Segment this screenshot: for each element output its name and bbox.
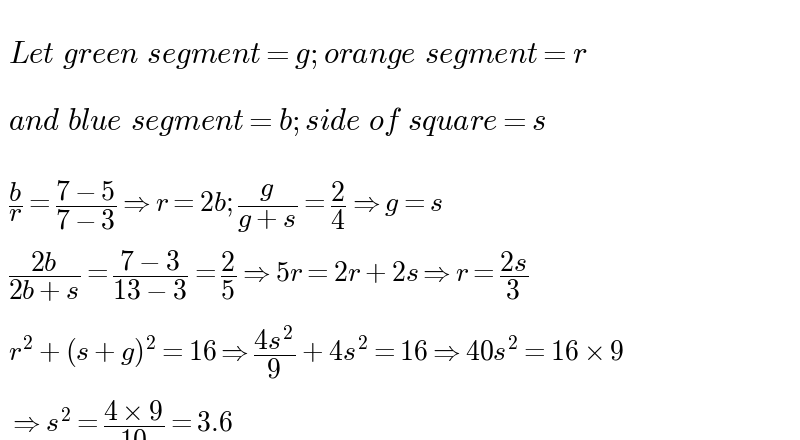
Text: $\dfrac{b}{r}=\dfrac{7-5}{7-3}\Rightarrow r=2b;\dfrac{g}{g+s}=\dfrac{2}{4}\Right: $\dfrac{b}{r}=\dfrac{7-5}{7-3}\Rightarro…	[8, 178, 443, 235]
Text: $\it{Let\ green\ segment{=}g;orange\ segment{=}r}$: $\it{Let\ green\ segment{=}g;orange\ seg…	[8, 40, 587, 71]
Text: $r^2+(s+g)^2=16\Rightarrow\dfrac{4s^2}{9}+4s^2=16\Rightarrow 40s^2=16\times 9$: $r^2+(s+g)^2=16\Rightarrow\dfrac{4s^2}{9…	[8, 323, 624, 381]
Text: $\it{and\ blue\ segment{=}b;side\ of\ square{=}s}$: $\it{and\ blue\ segment{=}b;side\ of\ sq…	[8, 106, 546, 138]
Text: $\Rightarrow s^2=\dfrac{4\times 9}{10}=3.6$: $\Rightarrow s^2=\dfrac{4\times 9}{10}=3…	[8, 398, 233, 440]
Text: $\dfrac{2b}{2b+s}=\dfrac{7-3}{13-3}=\dfrac{2}{5}\Rightarrow 5r=2r+2s\Rightarrow : $\dfrac{2b}{2b+s}=\dfrac{7-3}{13-3}=\dfr…	[8, 249, 528, 304]
